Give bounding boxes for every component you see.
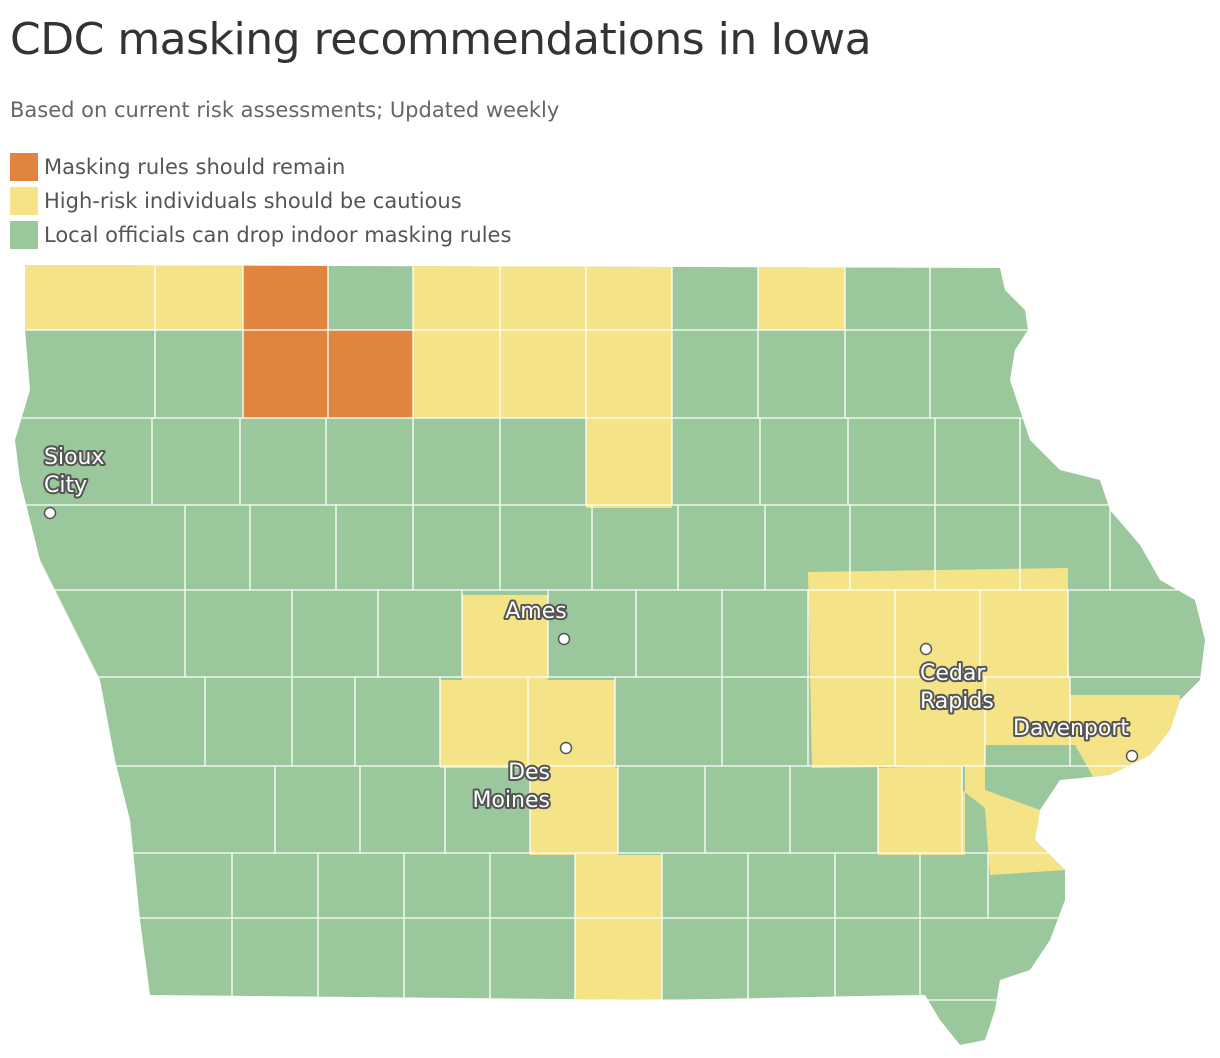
city-label: Davenport: [1013, 716, 1129, 741]
legend-swatch: [10, 221, 38, 249]
city-label: Moines: [473, 788, 551, 813]
city-dot: [43, 506, 57, 520]
title: CDC masking recommendations in Iowa: [10, 14, 872, 65]
subtitle: Based on current risk assessments; Updat…: [10, 98, 560, 122]
legend-label: High-risk individuals should be cautious: [44, 189, 462, 213]
legend-item: Masking rules should remain: [10, 153, 345, 181]
legend-swatch: [10, 153, 38, 181]
city-label: Sioux: [44, 445, 105, 470]
legend-item: Local officials can drop indoor masking …: [10, 221, 511, 249]
city-label: Ames: [505, 599, 566, 624]
counties: [15, 265, 1205, 1045]
city-dot: [559, 741, 573, 755]
city-dot: [919, 642, 933, 656]
legend-item: High-risk individuals should be cautious: [10, 187, 462, 215]
city-label: City: [44, 473, 87, 498]
legend-swatch: [10, 187, 38, 215]
remain-counties: [243, 265, 413, 418]
city-dot: [557, 632, 571, 646]
legend-label: Masking rules should remain: [44, 155, 346, 179]
city-label: Rapids: [920, 689, 994, 714]
city-label: Des: [508, 760, 550, 785]
city-label: Cedar: [920, 661, 986, 686]
city-dot: [1125, 749, 1139, 763]
legend-label: Local officials can drop indoor masking …: [44, 223, 512, 247]
